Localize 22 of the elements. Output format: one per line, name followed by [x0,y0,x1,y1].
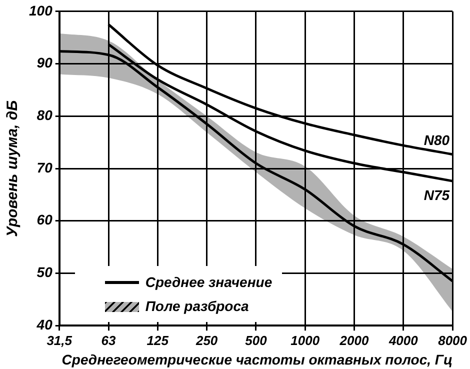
x-tick-label: 1000 [290,332,320,348]
x-tick-label: 8000 [438,332,468,348]
annotation: N75 [424,186,450,203]
x-tick-label: 63 [101,332,116,348]
x-tick-label: 500 [245,332,268,348]
y-tick-label: 70 [36,159,53,176]
annotation: Поле разброса [145,298,249,314]
x-tick-label: 31,5 [46,332,73,348]
y-tick-label: 80 [36,106,53,123]
x-tick-label: 250 [194,332,218,348]
annotation: N80 [424,132,450,148]
x-tick-label: 2000 [338,332,370,348]
y-axis-title: Уровень шума, дБ [4,100,22,237]
y-tick-label: 100 [29,2,53,18]
y-tick-label: 90 [36,54,53,71]
y-tick-label: 40 [36,316,53,332]
x-tick-label: 125 [146,332,170,348]
legend-label: Среднее значение [145,274,272,290]
x-tick-label: 4000 [388,332,419,348]
y-tick-label: 50 [36,264,53,280]
y-tick-label: 60 [36,212,53,228]
x-axis-title: Среднегеометрические частоты октавных полос, Гц [62,351,453,368]
